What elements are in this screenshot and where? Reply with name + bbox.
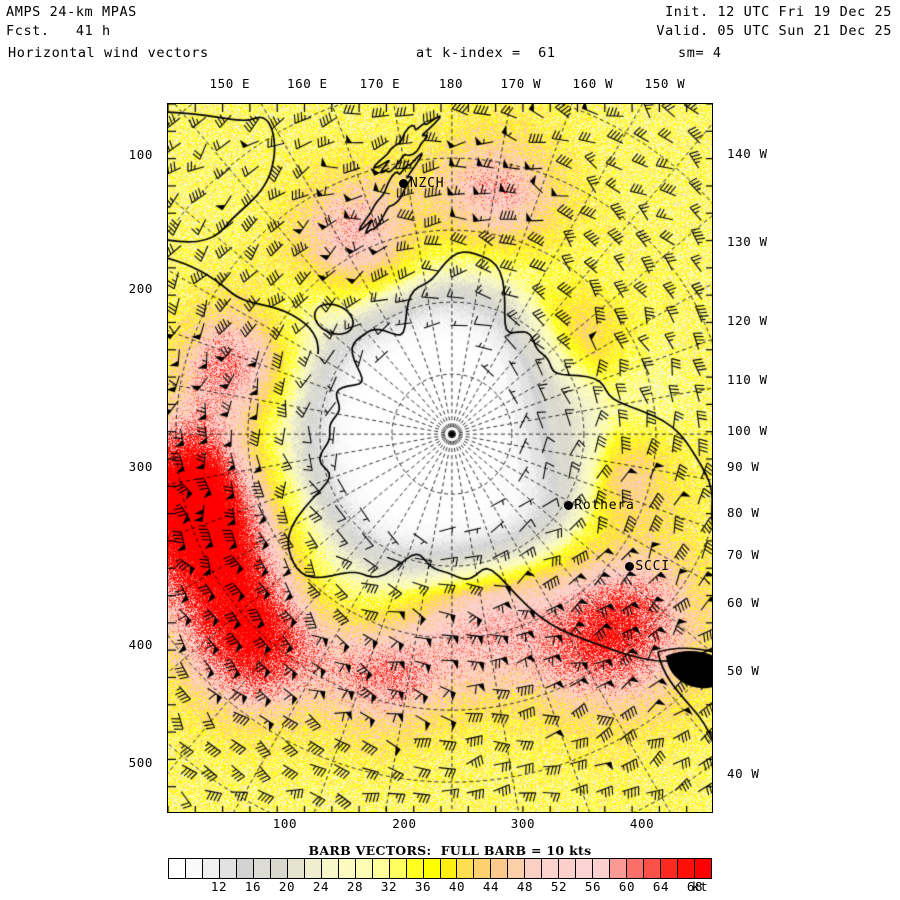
colorbar-cell bbox=[253, 859, 271, 878]
colorbar-cell bbox=[457, 859, 475, 878]
colorbar-tick-label: 40 bbox=[448, 879, 466, 894]
colorbar-tick-label: 64 bbox=[652, 879, 670, 894]
colorbar-tick-label: 36 bbox=[414, 879, 432, 894]
colorbar-cell bbox=[287, 859, 305, 878]
colorbar-cell bbox=[695, 859, 711, 878]
colorbar-cell bbox=[661, 859, 679, 878]
colorbar-tick-label: 16 bbox=[244, 879, 262, 894]
colorbar-cell bbox=[474, 859, 492, 878]
colorbar-cell bbox=[270, 859, 288, 878]
colorbar-cell bbox=[202, 859, 220, 878]
valid-time: Valid. 05 UTC Sun 21 Dec 25 bbox=[656, 23, 892, 39]
colorbar-cell bbox=[678, 859, 696, 878]
colorbar-cell bbox=[389, 859, 407, 878]
colorbar-cell bbox=[185, 859, 203, 878]
wind-vector-map bbox=[168, 104, 712, 812]
colorbar-cell bbox=[304, 859, 322, 878]
header-block: AMPS 24-km MPAS Fcst. 41 h Horizontal wi… bbox=[0, 0, 900, 70]
colorbar-cell bbox=[627, 859, 645, 878]
colorbar-cell bbox=[525, 859, 543, 878]
axis-label-left: 200 bbox=[128, 280, 153, 296]
axis-label-top: 180 bbox=[438, 76, 464, 91]
axis-label-right: 60 W bbox=[727, 594, 760, 610]
forecast-hour: Fcst. 41 h bbox=[6, 23, 111, 39]
station-marker bbox=[399, 179, 409, 189]
axis-label-right: 140 W bbox=[727, 145, 768, 161]
axis-label-bottom: 100 bbox=[272, 816, 298, 831]
colorbar-cell bbox=[236, 859, 254, 878]
axis-label-right: 100 W bbox=[727, 422, 768, 438]
axis-label-right: 130 W bbox=[727, 233, 768, 249]
colorbar-tick-label: 24 bbox=[312, 879, 330, 894]
station-marker bbox=[624, 562, 634, 572]
colorbar-unit-label: kt bbox=[691, 879, 709, 894]
colorbar-cell bbox=[644, 859, 662, 878]
axis-label-left: 300 bbox=[128, 458, 153, 474]
colorbar-cell bbox=[372, 859, 390, 878]
colorbar-tick-label: 28 bbox=[346, 879, 364, 894]
field-name: Horizontal wind vectors bbox=[8, 45, 209, 61]
axis-label-right: 120 W bbox=[727, 312, 768, 328]
colorbar-tick-label: 56 bbox=[584, 879, 602, 894]
axis-label-left: 100 bbox=[128, 146, 153, 162]
station-marker bbox=[563, 501, 573, 511]
colorbar-cell bbox=[508, 859, 526, 878]
colorbar-tick-label: 52 bbox=[550, 879, 568, 894]
colorbar-tick-label: 32 bbox=[380, 879, 398, 894]
axis-label-left: 500 bbox=[128, 755, 153, 771]
axis-label-right: 50 W bbox=[727, 662, 760, 678]
colorbar-cell bbox=[593, 859, 611, 878]
colorbar-cell bbox=[440, 859, 458, 878]
colorbar-tick-label: 20 bbox=[278, 879, 296, 894]
colorbar-cell bbox=[321, 859, 339, 878]
colorbar-cell bbox=[559, 859, 577, 878]
colorbar-cell bbox=[219, 859, 237, 878]
colorbar-cell bbox=[169, 859, 186, 878]
colorbar-tick-label: 12 bbox=[210, 879, 228, 894]
axis-label-top: 160 W bbox=[572, 76, 614, 91]
colorbar-tick-label: 48 bbox=[516, 879, 534, 894]
axis-label-left: 400 bbox=[128, 637, 153, 653]
axis-label-top: 170 E bbox=[359, 76, 401, 91]
colorbar-cell bbox=[491, 859, 509, 878]
axis-label-right: 80 W bbox=[727, 505, 760, 521]
model-title: AMPS 24-km MPAS bbox=[6, 4, 137, 20]
axis-label-right: 70 W bbox=[727, 546, 760, 562]
colorbar-tick-label: 68 bbox=[686, 879, 704, 894]
axis-label-top: 160 E bbox=[286, 76, 328, 91]
colorbar-cell bbox=[338, 859, 356, 878]
colorbar-strip bbox=[168, 858, 712, 879]
colorbar-cell bbox=[610, 859, 628, 878]
colorbar-cell bbox=[406, 859, 424, 878]
init-time: Init. 12 UTC Fri 19 Dec 25 bbox=[665, 4, 892, 20]
axis-label-right: 110 W bbox=[727, 371, 768, 387]
axis-label-bottom: 300 bbox=[510, 816, 536, 831]
colorbar-cell bbox=[576, 859, 594, 878]
axis-label-right: 90 W bbox=[727, 458, 760, 474]
colorbar-cell bbox=[423, 859, 441, 878]
axis-label-bottom: 400 bbox=[629, 816, 655, 831]
k-index-label: at k-index = 61 bbox=[416, 45, 556, 61]
colorbar-tick-label: 60 bbox=[618, 879, 636, 894]
axis-label-top: 170 W bbox=[500, 76, 542, 91]
colorbar-title: BARB VECTORS: FULL BARB = 10 kts bbox=[308, 843, 592, 858]
colorbar-cell bbox=[542, 859, 560, 878]
colorbar-cell bbox=[355, 859, 373, 878]
colorbar-tick-label: 44 bbox=[482, 879, 500, 894]
plot-frame: NZCH Rothera SCCI bbox=[167, 103, 713, 813]
map-plot-area: NZCH Rothera SCCI bbox=[167, 103, 713, 813]
axis-label-top: 150 W bbox=[644, 76, 686, 91]
colorbar-ticks: 12 16 20 24 28 32 36 40 44 48 52 56 60 64 68 bbox=[168, 879, 712, 899]
axis-label-bottom: 200 bbox=[392, 816, 417, 831]
smoothing-label: sm= 4 bbox=[678, 45, 722, 61]
axis-label-right: 40 W bbox=[727, 765, 760, 781]
axis-label-top: 150 E bbox=[209, 76, 251, 91]
